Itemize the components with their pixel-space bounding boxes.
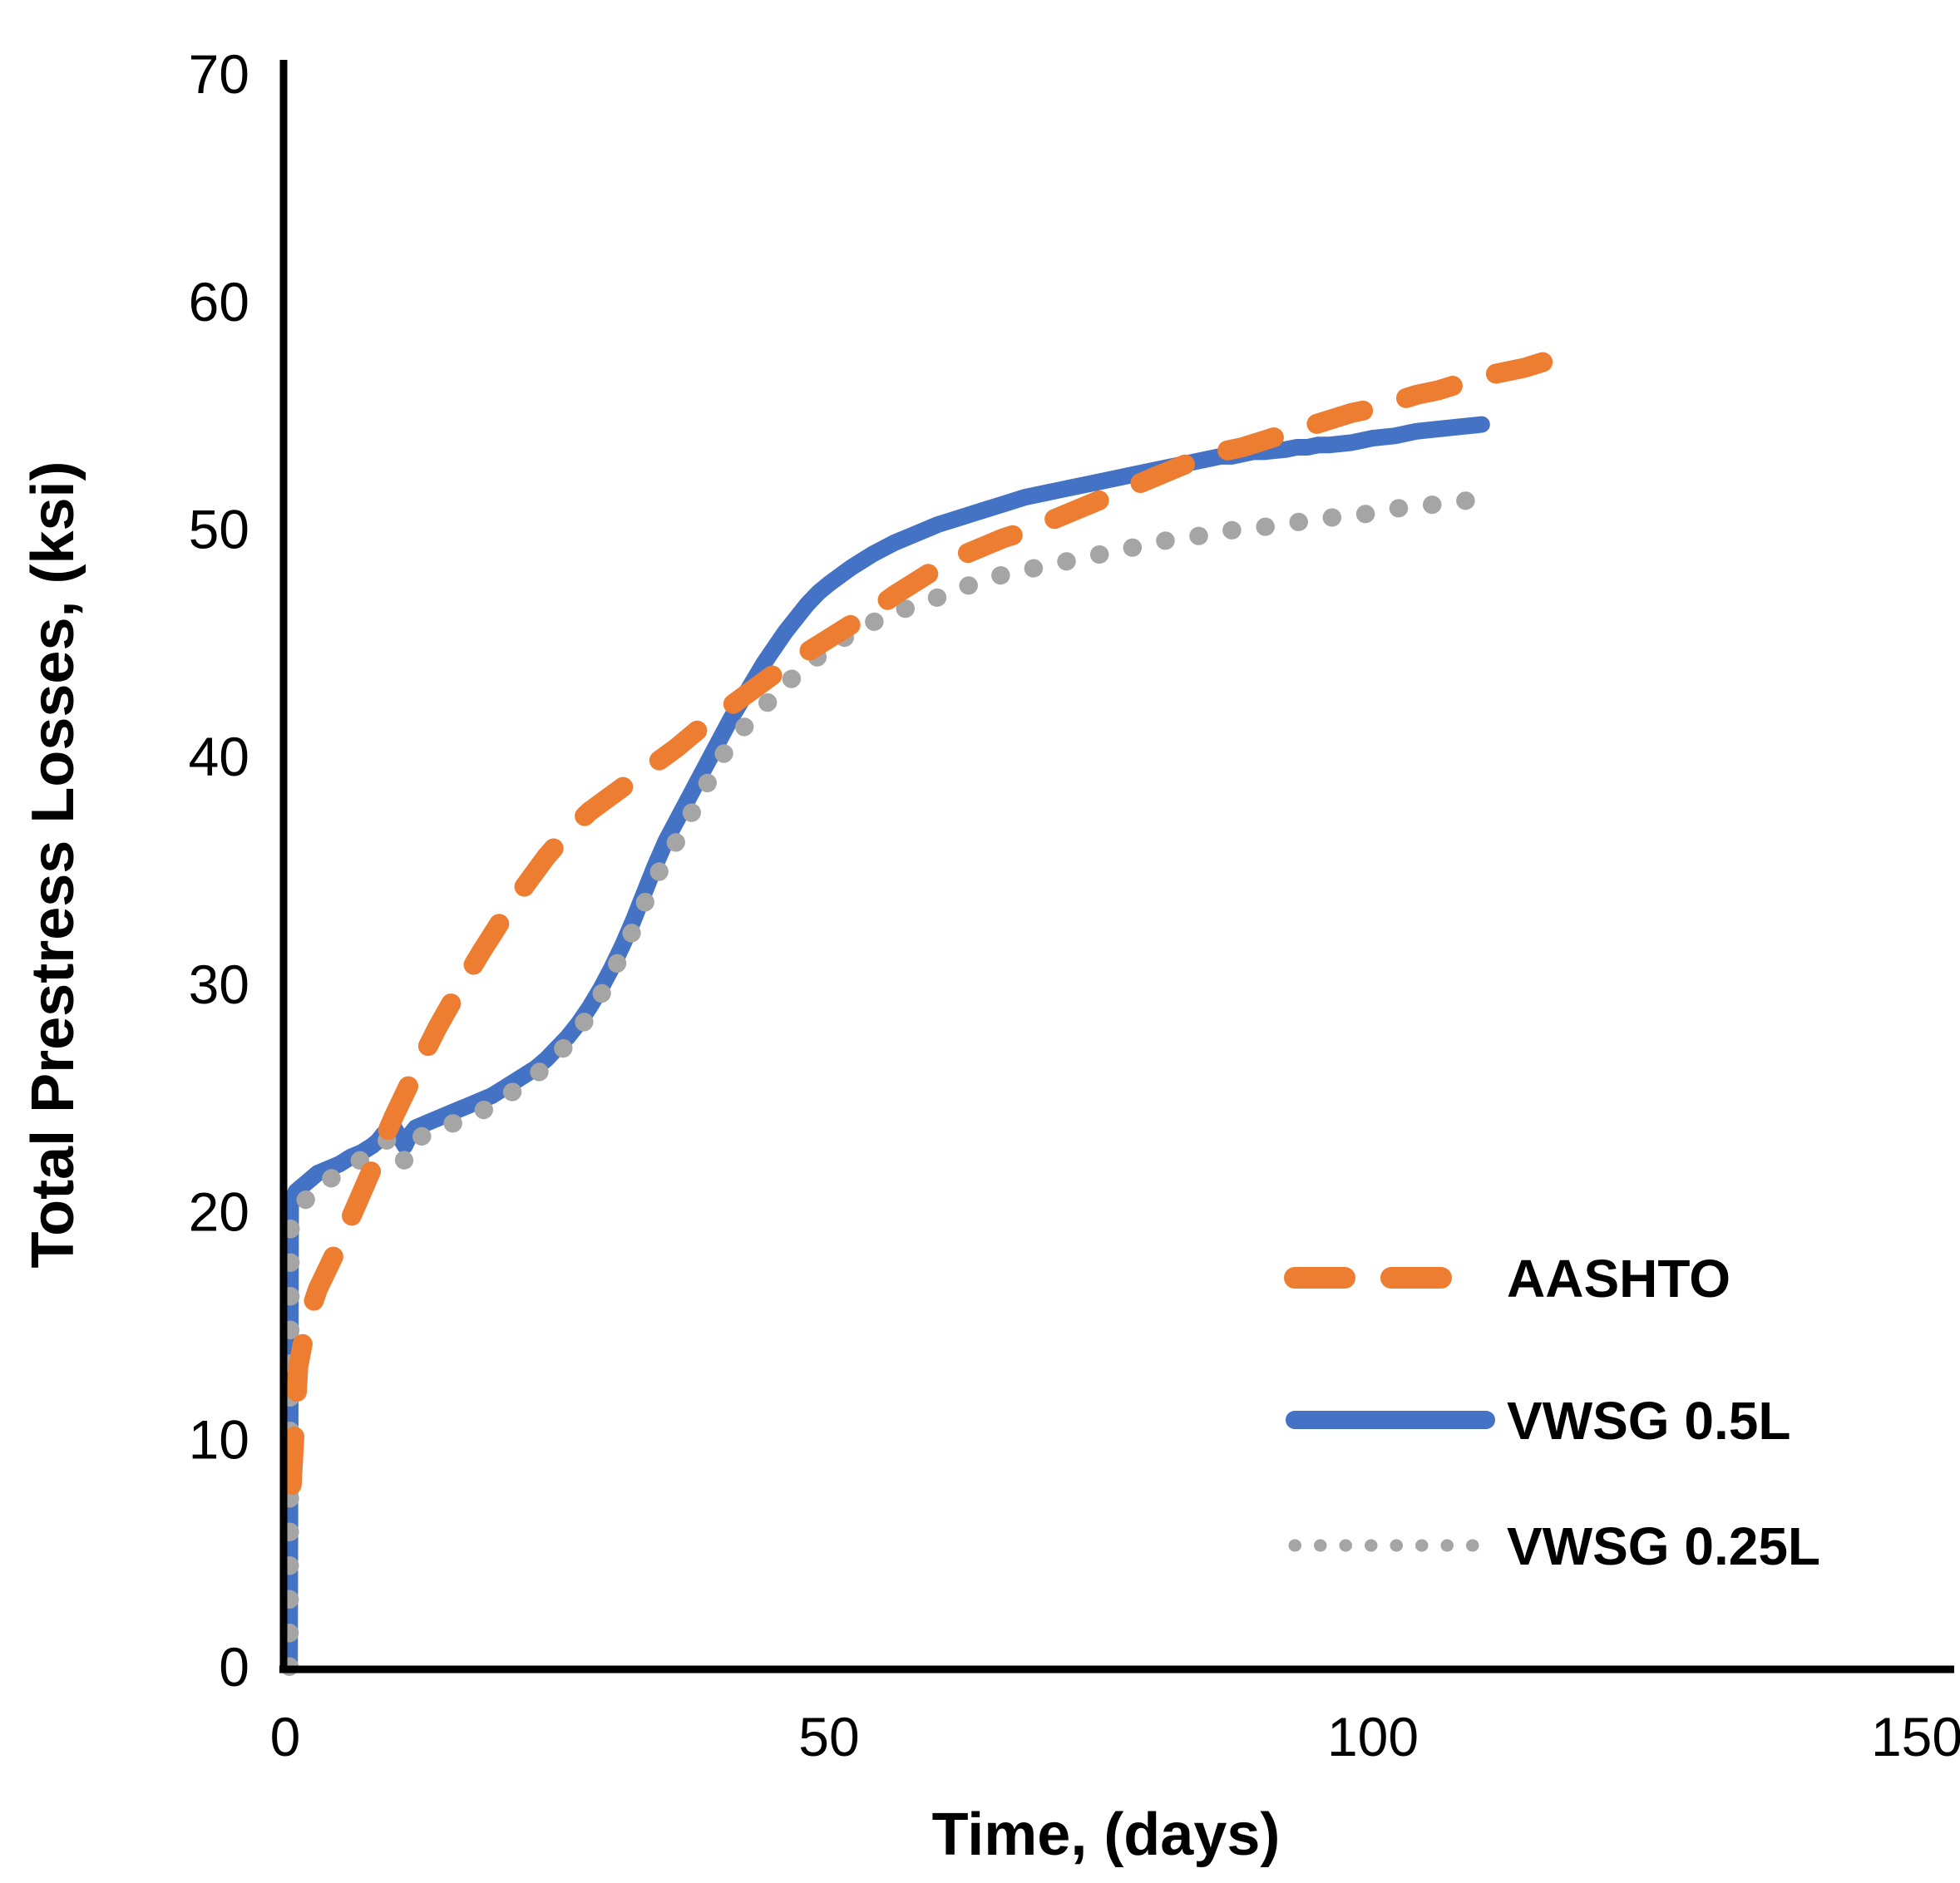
y-tick-label: 60: [189, 271, 249, 333]
y-tick-label: 0: [219, 1636, 249, 1698]
y-tick-label: 30: [189, 954, 249, 1015]
series-line-aashto: [281, 351, 1558, 1495]
x-tick-label: 100: [1327, 1706, 1419, 1767]
series-line-vwsg-0-25l: [280, 488, 1491, 1676]
series-line-vwsg-0-5l: [281, 416, 1490, 1675]
legend-label-vwsg-05l: VWSG 0.5L: [1507, 1391, 1790, 1451]
x-tick-label: 0: [270, 1706, 301, 1767]
x-tick-label: 50: [798, 1706, 859, 1767]
y-axis-title: Total Prestress Losses, (ksi): [20, 461, 86, 1268]
x-tick-labels: 0 50 100 150: [270, 1706, 1960, 1767]
legend-label-vwsg-025l: VWSG 0.25L: [1507, 1516, 1820, 1576]
y-tick-labels: 0 10 20 30 40 50 60 70: [189, 43, 249, 1698]
y-tick-label: 50: [189, 499, 249, 560]
x-tick-label: 150: [1871, 1706, 1960, 1767]
legend: AASHTO VWSG 0.5L VWSG 0.25L: [1284, 1249, 1820, 1576]
y-tick-label: 40: [189, 726, 249, 787]
x-axis-title: Time, (days): [932, 1802, 1281, 1868]
legend-label-aashto: AASHTO: [1507, 1249, 1730, 1309]
y-tick-label: 20: [189, 1181, 249, 1243]
y-tick-label: 10: [189, 1408, 249, 1470]
series-layer: [280, 351, 1558, 1676]
y-tick-label: 70: [189, 43, 249, 105]
